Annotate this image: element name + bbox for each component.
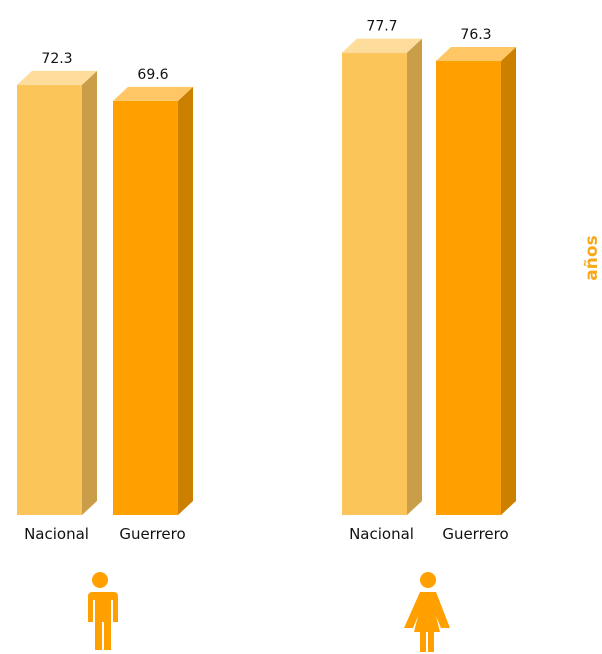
value-label: 77.7	[366, 19, 397, 35]
bar-side	[82, 70, 97, 515]
bar-side	[407, 38, 422, 516]
x-tick-label: Guerrero	[119, 525, 185, 543]
y-axis-label: años	[582, 235, 602, 280]
x-tick-label: Nacional	[349, 525, 414, 543]
bar-top	[113, 86, 193, 101]
bar	[17, 84, 82, 515]
bar	[436, 61, 501, 515]
bar-top	[342, 38, 422, 53]
bar	[342, 52, 407, 516]
value-label: 72.3	[41, 51, 72, 67]
bar-side	[501, 47, 516, 515]
value-label: 76.3	[460, 27, 491, 43]
value-label: 69.6	[137, 67, 168, 83]
bar-side	[178, 86, 193, 515]
male-icon	[86, 572, 118, 650]
x-tick-label: Nacional	[24, 525, 89, 543]
female-icon	[404, 572, 450, 652]
bar-top	[436, 47, 516, 62]
bar	[113, 100, 178, 515]
x-tick-label: Guerrero	[442, 525, 508, 543]
bar-top	[17, 70, 97, 85]
